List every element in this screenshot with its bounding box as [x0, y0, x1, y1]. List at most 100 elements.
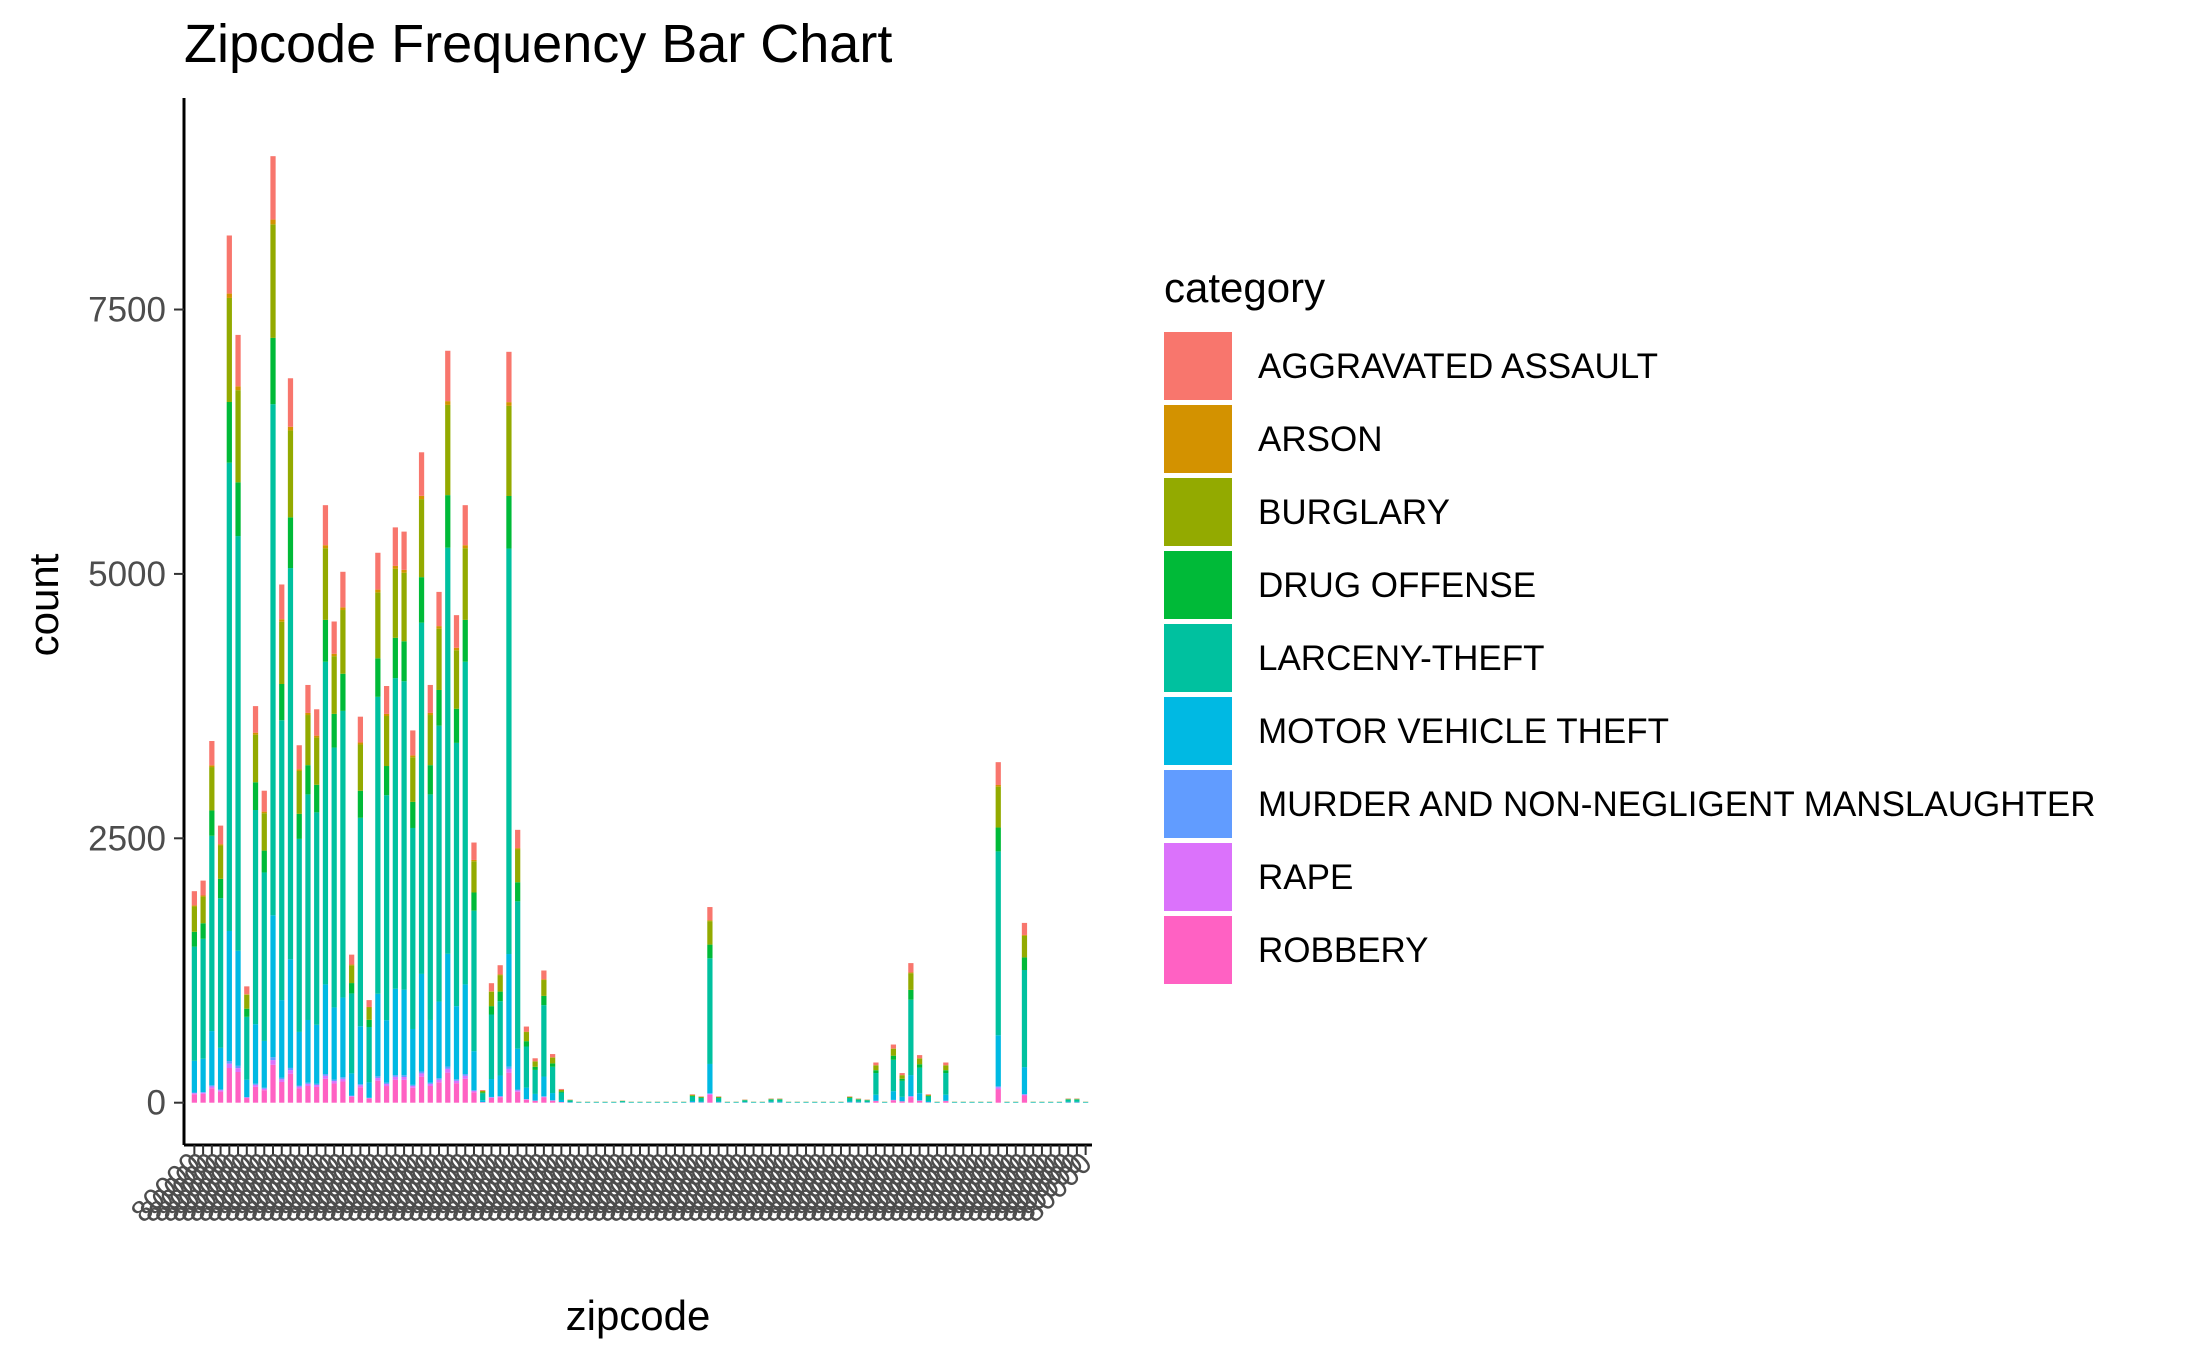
bar-segment [252, 1086, 259, 1103]
bar-segment [890, 1059, 897, 1092]
bar-segment [523, 1087, 530, 1100]
bar-segment [410, 827, 416, 1029]
bar-segment [1021, 1067, 1028, 1095]
bar-segment [287, 517, 294, 569]
bar-segment [689, 1094, 696, 1096]
bar-segment [445, 547, 451, 954]
y-axis-title: count [20, 553, 67, 656]
bar-segment [471, 861, 477, 893]
bar-segment [436, 1082, 442, 1103]
bar-segment [768, 1099, 774, 1102]
bar-segment [943, 1101, 949, 1103]
bar-segment [899, 1101, 905, 1103]
bar-segment [209, 1088, 215, 1103]
bar-segment [200, 896, 206, 924]
bar-segment [375, 1076, 381, 1078]
bar-segment [252, 1084, 259, 1087]
bar-segment [436, 591, 442, 627]
bar-segment [383, 713, 390, 717]
bar-segment [427, 1082, 433, 1084]
bar-segment [217, 898, 224, 1048]
bar-segment [497, 1096, 503, 1098]
bar-segment [707, 921, 713, 945]
bar-segment [252, 734, 259, 783]
bar-segment [611, 1101, 617, 1103]
bar-segment [899, 1096, 905, 1102]
bar-stack [768, 1098, 774, 1103]
bar-stack [217, 825, 224, 1103]
bar-segment [716, 1096, 722, 1098]
bar-segment [296, 769, 302, 771]
bar-segment [383, 716, 390, 767]
bar-segment [305, 1083, 311, 1086]
bar-stack [488, 983, 495, 1103]
bar-segment [279, 683, 285, 721]
bar-segment [340, 710, 346, 998]
legend-label: ARSON [1258, 420, 1382, 459]
bar-stack [934, 1101, 940, 1103]
bar-stack [314, 709, 320, 1103]
bar-segment [532, 1100, 538, 1103]
bar-segment [331, 713, 337, 748]
bar-stack [960, 1101, 966, 1103]
bar-segment [340, 1081, 346, 1103]
bar-segment [462, 545, 468, 549]
bar-segment [392, 678, 398, 989]
bar-segment [986, 1101, 993, 1103]
bar-segment [1056, 1101, 1063, 1103]
bar-segment [244, 986, 250, 995]
bar-stack [908, 963, 914, 1103]
bar-segment [305, 1082, 311, 1084]
bar-segment [541, 1096, 547, 1098]
bar-segment [383, 795, 390, 1021]
bar-segment [916, 1100, 923, 1103]
bar-stack [820, 1101, 827, 1103]
bar-segment [506, 495, 512, 549]
bar-segment [1021, 1094, 1028, 1095]
bar-stack [287, 378, 294, 1103]
bar-segment [488, 991, 495, 1007]
bar-segment [497, 1097, 503, 1103]
bar-segment [593, 1101, 599, 1103]
bar-stack [497, 965, 503, 1103]
bar-stack [532, 1058, 538, 1103]
bar-segment [995, 1089, 1001, 1103]
bar-segment [427, 1083, 433, 1086]
bar-segment [471, 892, 477, 911]
bar-segment [375, 552, 381, 590]
bar-segment [1074, 1101, 1080, 1103]
bar-segment [523, 1041, 530, 1047]
bar-segment [244, 1016, 250, 1080]
bar-segment [925, 1094, 931, 1095]
bar-segment [366, 1007, 372, 1020]
bar-segment [855, 1101, 862, 1103]
bar-segment [890, 1055, 897, 1060]
bar-segment [392, 527, 398, 566]
bar-segment [480, 1100, 486, 1103]
legend-key [1164, 697, 1232, 765]
bar-segment [226, 930, 232, 1062]
bar-segment [252, 782, 259, 811]
bar-segment [191, 1093, 197, 1095]
bar-stack [803, 1101, 809, 1103]
bar-segment [480, 1093, 486, 1101]
bar-segment [550, 1093, 556, 1101]
bar-segment [453, 1080, 460, 1084]
bar-stack [611, 1101, 617, 1103]
bar-segment [191, 906, 197, 932]
bar-segment [261, 811, 267, 814]
bar-segment [322, 1074, 329, 1076]
bar-stack [226, 235, 232, 1103]
bar-segment [349, 1073, 355, 1096]
bar-segment [785, 1101, 792, 1103]
bar-segment [558, 1088, 564, 1090]
bar-stack [1065, 1098, 1071, 1103]
bar-segment [803, 1101, 809, 1103]
bar-segment [427, 765, 433, 795]
bar-segment [995, 784, 1001, 787]
bar-segment [322, 619, 329, 662]
bar-segment [689, 1101, 696, 1103]
bar-segment [689, 1096, 696, 1102]
bar-stack [296, 745, 302, 1103]
bar-segment [349, 1096, 355, 1103]
